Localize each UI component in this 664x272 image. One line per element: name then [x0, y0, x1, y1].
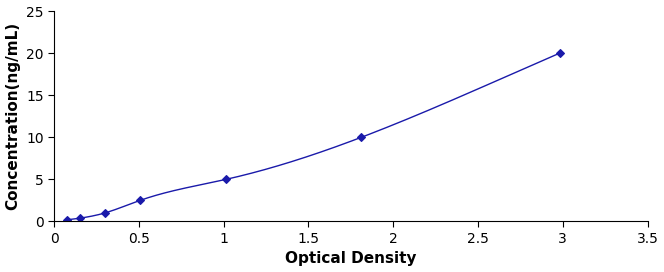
X-axis label: Optical Density: Optical Density — [285, 251, 416, 267]
Y-axis label: Concentration(ng/mL): Concentration(ng/mL) — [5, 22, 21, 210]
